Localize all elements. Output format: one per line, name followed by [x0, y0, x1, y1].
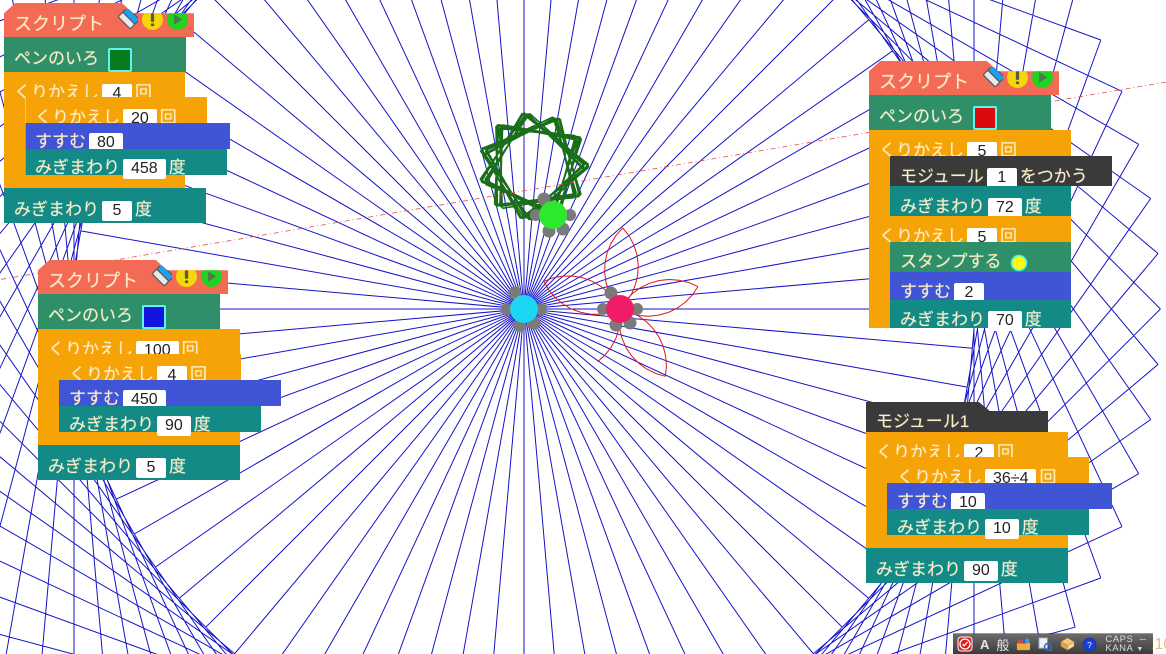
svg-text:?: ? — [1088, 639, 1093, 649]
